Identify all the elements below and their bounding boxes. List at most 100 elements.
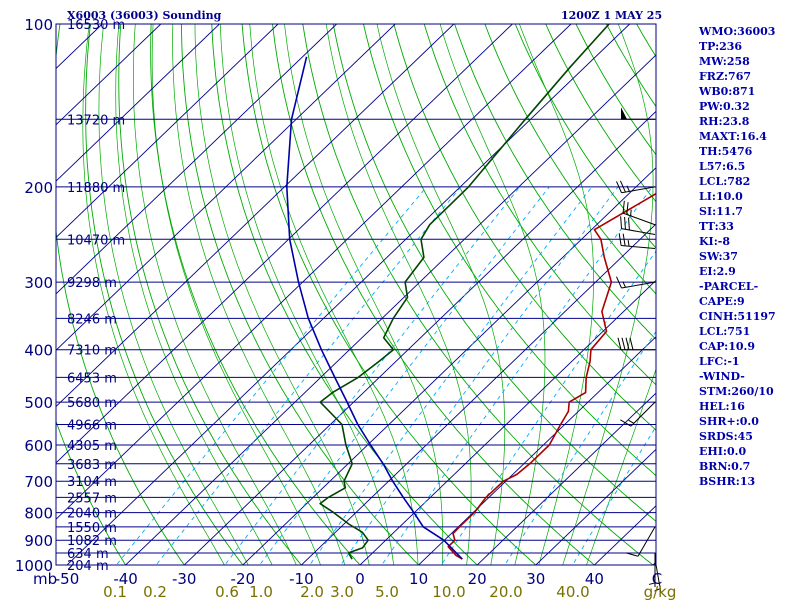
barb-feather xyxy=(617,337,622,350)
mixing-ratio-label: 20.0 xyxy=(489,583,522,600)
isotherm xyxy=(0,24,44,576)
moist-adiabat xyxy=(249,24,419,565)
moist-adiabat xyxy=(220,24,394,565)
moist-adiabat xyxy=(376,24,506,565)
temperature-tick-label: -40 xyxy=(113,570,138,588)
pressure-unit-label: mb xyxy=(33,570,57,588)
pressure-tick-label: 600 xyxy=(24,437,53,455)
height-label: 10470 m xyxy=(67,233,125,248)
barb-staff xyxy=(622,212,656,226)
barb-staff xyxy=(621,281,656,289)
barb-feather xyxy=(620,419,632,427)
moist-adiabat xyxy=(519,24,594,565)
moist-adiabat xyxy=(82,24,225,565)
pressure-tick-label: 100 xyxy=(24,16,53,34)
wind-barb xyxy=(616,276,656,289)
wind-barb xyxy=(620,216,656,236)
isotherm xyxy=(300,223,656,565)
index-item: STM:260/10 xyxy=(699,385,774,398)
index-item: MAXT:16.4 xyxy=(699,130,767,143)
barb-half-feather xyxy=(622,281,626,288)
dry-adiabat xyxy=(272,24,596,565)
barb-half-feather xyxy=(648,582,656,585)
mixing-ratio-label: 0.2 xyxy=(143,583,167,600)
barb-feather xyxy=(622,200,625,214)
barb-feather xyxy=(620,216,623,229)
temperature-profile xyxy=(447,192,656,560)
index-item: BSHR:13 xyxy=(699,475,756,488)
barb-half-feather xyxy=(654,588,661,592)
wind-barbs xyxy=(616,107,662,593)
height-label: 7310 m xyxy=(67,344,117,359)
height-label: 2040 m xyxy=(67,507,117,522)
parcel-profile xyxy=(286,56,463,560)
isotherm xyxy=(417,336,656,565)
index-item: MW:258 xyxy=(699,55,750,68)
barb-half-feather xyxy=(627,240,630,247)
index-item: KI:-8 xyxy=(699,235,730,248)
wind-barb xyxy=(621,107,655,120)
index-item: SI:11.7 xyxy=(699,205,743,218)
dry-adiabat xyxy=(150,24,361,565)
mixing-ratio-label: 2.0 xyxy=(300,583,324,600)
pressure-tick-label: 300 xyxy=(24,274,53,292)
isotherm xyxy=(359,279,656,565)
height-label: 3683 m xyxy=(67,458,117,473)
moist-adiabat xyxy=(151,24,321,565)
wind-barb xyxy=(620,401,656,427)
dry-adiabat xyxy=(514,24,656,249)
moist-adiabat xyxy=(586,368,656,565)
dry-adiabat xyxy=(118,24,302,565)
index-item: SHR+:0.0 xyxy=(699,415,759,428)
mixing-ratio-label: 1.0 xyxy=(249,583,273,600)
dry-adiabat xyxy=(363,24,656,477)
index-item: BRN:0.7 xyxy=(699,460,751,473)
background-grid xyxy=(0,24,656,576)
barb-staff xyxy=(637,526,656,557)
index-item: HEL:16 xyxy=(699,400,745,413)
moist-adiabat xyxy=(439,24,546,565)
mixing-ratio-line xyxy=(340,186,619,565)
dry-adiabat xyxy=(332,24,656,522)
dry-adiabat xyxy=(211,24,478,565)
moist-adiabat xyxy=(284,24,444,565)
barb-staff xyxy=(621,245,656,249)
isotherm xyxy=(56,24,337,295)
isotherm xyxy=(124,54,656,565)
isotherm xyxy=(56,24,220,182)
dry-adiabat xyxy=(241,24,537,565)
moist-adiabat xyxy=(172,24,346,565)
height-label: 13720 m xyxy=(67,113,125,128)
index-item: LCL:782 xyxy=(699,175,751,188)
isotherm xyxy=(476,392,656,565)
temperature-tick-label: 40 xyxy=(585,570,604,588)
pressure-tick-label: 500 xyxy=(24,394,53,412)
isotherm xyxy=(56,24,279,239)
index-item: LFC:-1 xyxy=(699,355,740,368)
height-label: 5680 m xyxy=(67,396,117,411)
height-label: 634 m xyxy=(67,547,109,562)
mixing-ratio-line xyxy=(381,186,653,565)
height-label: 6453 m xyxy=(67,371,117,386)
wind-barb xyxy=(618,233,656,249)
height-label: 3104 m xyxy=(67,475,117,490)
mixing-ratio-line xyxy=(504,330,656,565)
index-item: SW:37 xyxy=(699,250,738,263)
barb-feather xyxy=(624,216,626,230)
dry-adiabat xyxy=(423,24,656,386)
pressure-tick-label: 800 xyxy=(24,505,53,523)
temperature-tick-label: 30 xyxy=(526,570,545,588)
dry-adiabat xyxy=(393,24,656,431)
dry-adiabat xyxy=(85,24,244,565)
index-item: CAP:10.9 xyxy=(699,340,756,353)
index-item: TH:5476 xyxy=(699,145,753,158)
barb-feather xyxy=(618,233,622,246)
station-title: X6003 (36003) Sounding xyxy=(67,9,222,22)
mixing-ratio-line xyxy=(224,186,521,565)
isotherm xyxy=(535,448,656,565)
temperature-tick-label: 0 xyxy=(355,570,365,588)
mixing-ratio-label: 0.6 xyxy=(215,583,239,600)
index-item: L57:6.5 xyxy=(699,160,746,173)
index-item: CAPE:9 xyxy=(699,295,745,308)
